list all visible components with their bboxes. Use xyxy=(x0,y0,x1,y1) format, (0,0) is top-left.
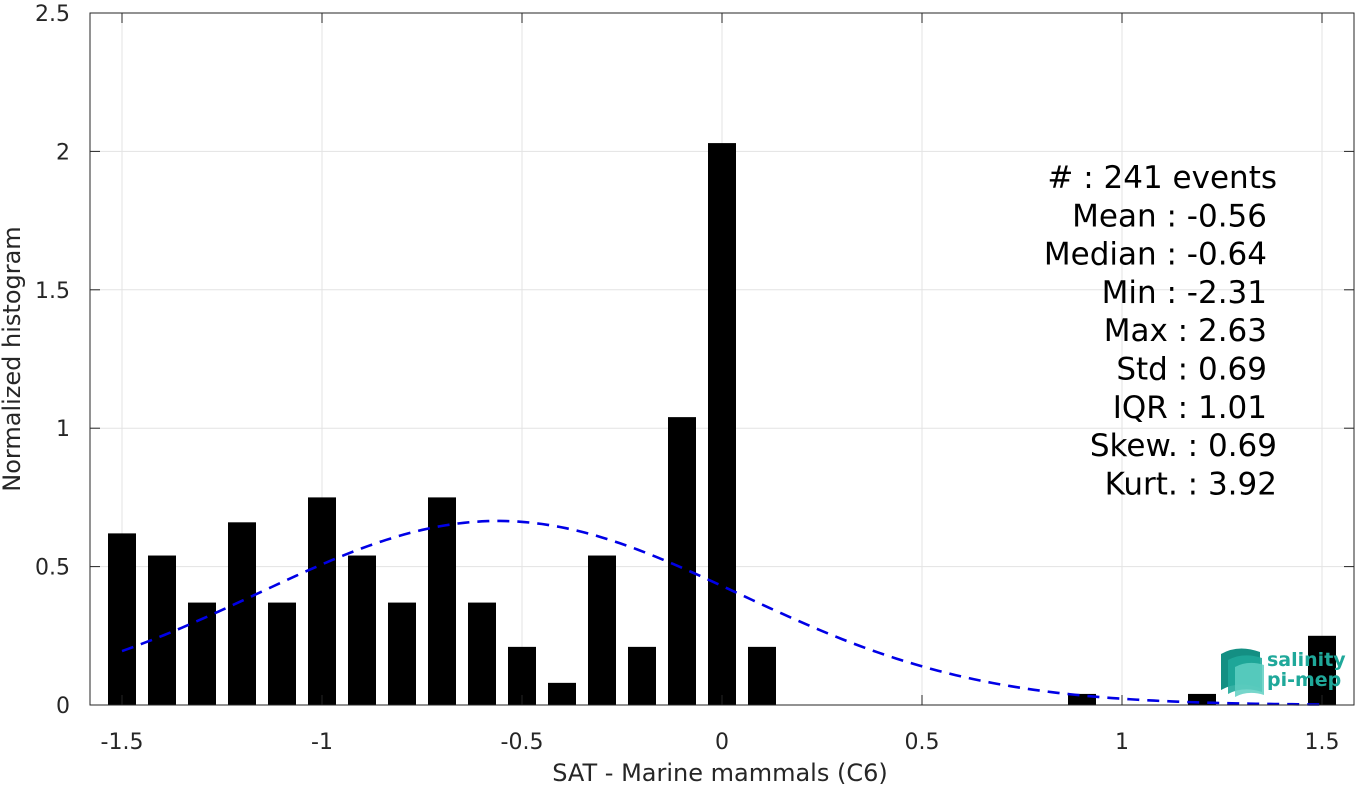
stat-line: # : 241 events xyxy=(1047,160,1277,196)
histogram-bar xyxy=(388,602,416,705)
logo-line-2: pi-mep xyxy=(1267,669,1341,691)
stat-line: Mean : -0.56 xyxy=(1072,198,1267,234)
histogram-bar xyxy=(1308,635,1336,705)
x-tick-label: -0.5 xyxy=(501,730,544,755)
y-axis-label: Normalized histogram xyxy=(0,226,26,491)
x-tick-label: -1.5 xyxy=(101,730,144,755)
histogram-bar xyxy=(308,497,336,705)
histogram-bar xyxy=(668,417,696,705)
histogram-bar xyxy=(468,602,496,705)
x-tick-label: 0.5 xyxy=(905,730,940,755)
y-tick-label: 0 xyxy=(56,694,70,719)
histogram-bars xyxy=(108,143,1336,705)
histogram-bar xyxy=(748,646,776,705)
y-tick-label: 0.5 xyxy=(35,556,70,581)
x-tick-label: 1 xyxy=(1115,730,1129,755)
axis-ticks xyxy=(90,12,1354,706)
x-axis-label: SAT - Marine mammals (C6) xyxy=(552,759,887,785)
histogram-bar xyxy=(348,555,376,705)
y-tick-label: 1.5 xyxy=(35,279,70,304)
stat-line: Min : -2.31 xyxy=(1102,275,1267,311)
histogram-bar xyxy=(548,682,576,705)
wave-logo-icon xyxy=(1221,648,1264,697)
y-tick-label: 2.5 xyxy=(35,2,70,27)
x-tick-labels: -1.5 -1 -0.5 0 0.5 1 1.5 xyxy=(101,730,1340,755)
x-tick-label: 0 xyxy=(715,730,729,755)
y-tick-label: 2 xyxy=(56,140,70,165)
stat-line: IQR : 1.01 xyxy=(1113,390,1267,426)
histogram-bar xyxy=(108,533,136,705)
stat-line: Median : -0.64 xyxy=(1044,237,1267,273)
stat-line: Max : 2.63 xyxy=(1104,313,1267,349)
histogram-bar xyxy=(228,522,256,705)
stat-line: Std : 0.69 xyxy=(1116,352,1267,388)
y-tick-labels: 0 0.5 1 1.5 2 2.5 xyxy=(35,2,70,719)
x-tick-label: 1.5 xyxy=(1305,730,1340,755)
logo-line-1: salinity xyxy=(1267,649,1346,671)
histogram-bar xyxy=(1068,693,1096,705)
x-tick-label: -1 xyxy=(311,730,333,755)
histogram-bar xyxy=(148,555,176,705)
histogram-bar xyxy=(268,602,296,705)
stat-line: Kurt. : 3.92 xyxy=(1105,466,1277,502)
y-tick-label: 1 xyxy=(56,417,70,442)
histogram-bar xyxy=(1188,693,1216,705)
stat-line: Skew. : 0.69 xyxy=(1090,428,1277,464)
histogram-bar xyxy=(428,497,456,705)
histogram-bar xyxy=(708,143,736,705)
salinity-pimep-logo: salinity pi-mep xyxy=(1221,648,1346,697)
histogram-bar xyxy=(628,646,656,705)
histogram-bar xyxy=(588,555,616,705)
